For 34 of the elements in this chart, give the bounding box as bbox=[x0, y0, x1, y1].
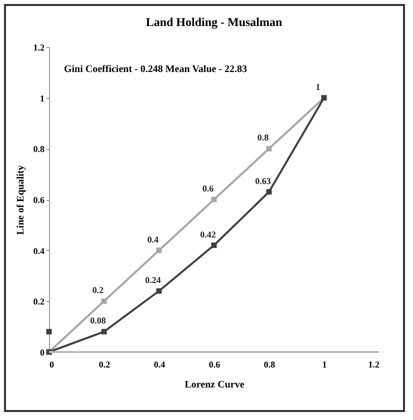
y-tick-label: 0.6 bbox=[33, 195, 45, 205]
x-tick-label: 0.4 bbox=[154, 360, 166, 370]
point bbox=[156, 248, 162, 254]
data-label: 0.4 bbox=[147, 234, 160, 244]
annotation: Gini Coefficient - 0.248 Mean Value - 22.83 bbox=[64, 64, 248, 75]
x-tick-label: 0.2 bbox=[98, 360, 111, 370]
point bbox=[101, 298, 107, 304]
point bbox=[266, 146, 272, 152]
x-tick-label: 1.2 bbox=[368, 360, 380, 370]
y-tick-label: 1 bbox=[40, 93, 45, 104]
point bbox=[211, 242, 217, 248]
chart-title: Land Holding - Musalman bbox=[146, 15, 283, 29]
y-tick-label: 1.2 bbox=[33, 42, 45, 52]
x-tick-label: 0 bbox=[50, 360, 54, 370]
point bbox=[101, 328, 107, 334]
x-tick-label: 0.8 bbox=[264, 360, 276, 370]
data-label: 0.63 bbox=[255, 176, 272, 186]
x-axis-title: Lorenz Curve bbox=[184, 380, 245, 390]
data-label: 0.24 bbox=[145, 275, 162, 285]
y-tick-label: 0.2 bbox=[33, 296, 45, 307]
data-label: 0.6 bbox=[202, 184, 214, 194]
x-tick-label: 1 bbox=[322, 360, 328, 370]
y-tick-label: 0.4 bbox=[33, 246, 45, 256]
data-label: 0.8 bbox=[257, 132, 270, 143]
x-tick-label: 0.6 bbox=[208, 360, 221, 370]
y-tick-label: 0 bbox=[40, 348, 45, 358]
point bbox=[46, 328, 52, 334]
y-axis-title: Line of Equality bbox=[15, 165, 26, 235]
point bbox=[266, 189, 272, 195]
data-label: 0.08 bbox=[90, 316, 106, 326]
data-label: 0.42 bbox=[200, 229, 216, 240]
data-label: 0.2 bbox=[92, 285, 104, 296]
data-label: 1 bbox=[316, 82, 321, 92]
y-tick-label: 0.8 bbox=[33, 144, 45, 154]
